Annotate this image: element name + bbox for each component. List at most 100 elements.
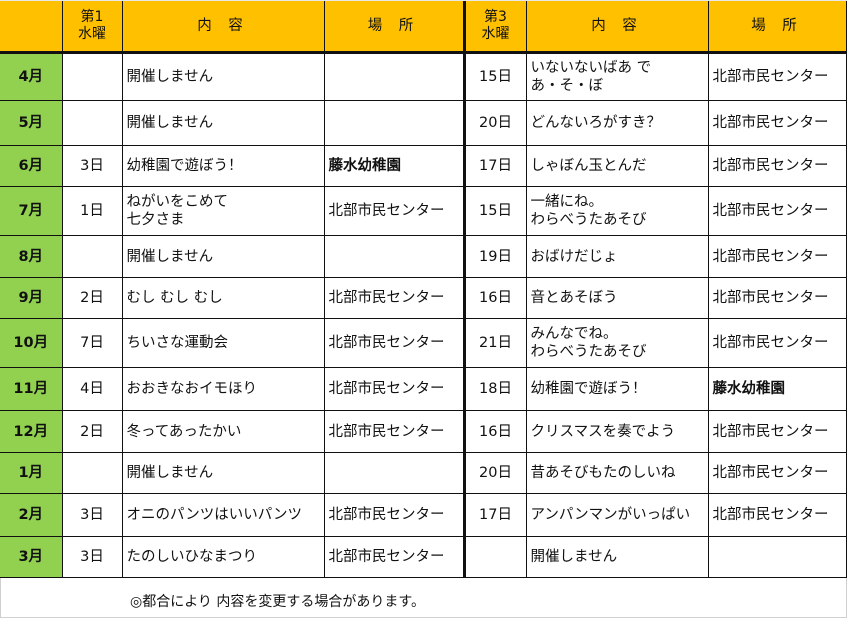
third-wednesday-place: 北部市民センター <box>707 145 847 187</box>
first-wednesday-place <box>323 452 466 494</box>
third-wednesday-content: 一緒にね。 わらべうたあそび <box>525 186 709 236</box>
first-wednesday-date <box>61 452 123 494</box>
month-cell: 7月 <box>0 186 63 236</box>
month-cell: 6月 <box>0 145 63 187</box>
third-wednesday-date: 19日 <box>463 235 527 278</box>
header-first-wednesday: 第1 水曜 <box>61 1 123 54</box>
first-wednesday-place <box>323 100 466 146</box>
table-row: 6月 3日 幼稚園で遊ぼう！ 藤水幼稚園 17日 しゃぼん玉とんだ 北部市民センター <box>0 145 847 187</box>
first-wednesday-date: 7日 <box>61 318 123 368</box>
first-wednesday-date: 1日 <box>61 186 123 236</box>
first-wednesday-date: 3日 <box>61 145 123 187</box>
schedule-table: 第1 水曜 内 容 場 所 第3 水曜 内 容 場 所 4月 開催しません 15日い… <box>0 1 847 578</box>
first-wednesday-content: オニのパンツはいいパンツ <box>121 493 325 537</box>
month-cell: 2月 <box>0 493 63 537</box>
third-wednesday-place: 北部市民センター <box>707 186 847 236</box>
third-wednesday-content: クリスマスを奏でよう <box>525 410 709 453</box>
third-wednesday-place: 北部市民センター <box>707 235 847 278</box>
first-wednesday-date <box>61 100 123 146</box>
third-wednesday-content: おばけだじょ <box>525 235 709 278</box>
third-wednesday-place <box>707 536 847 578</box>
month-cell: 8月 <box>0 235 63 278</box>
first-wednesday-content: 開催しません <box>121 52 325 101</box>
third-wednesday-date: 17日 <box>463 145 527 187</box>
first-wednesday-place: 北部市民センター <box>323 186 466 236</box>
third-wednesday-place: 北部市民センター <box>707 52 847 101</box>
first-wednesday-place <box>323 52 466 101</box>
first-wednesday-date: 2日 <box>61 410 123 453</box>
first-wednesday-date: 4日 <box>61 367 123 411</box>
first-wednesday-place: 北部市民センター <box>323 536 466 578</box>
first-wednesday-content: 開催しません <box>121 235 325 278</box>
third-wednesday-place: 北部市民センター <box>707 493 847 537</box>
first-wednesday-date <box>61 235 123 278</box>
third-wednesday-content: しゃぼん玉とんだ <box>525 145 709 187</box>
table-row: 8月 開催しません 19日 おばけだじょ 北部市民センター <box>0 235 847 278</box>
header-place-3: 場 所 <box>707 1 847 54</box>
third-wednesday-place: 北部市民センター <box>707 277 847 319</box>
month-cell: 12月 <box>0 410 63 453</box>
month-cell: 1月 <box>0 452 63 494</box>
table-row: 3月 3日 たのしいひなまつり 北部市民センター 開催しません <box>0 536 847 578</box>
first-wednesday-content: 幼稚園で遊ぼう！ <box>121 145 325 187</box>
first-wednesday-date: 3日 <box>61 536 123 578</box>
footnote: ◎都合により 内容を変更する場合があります。 <box>130 594 425 610</box>
third-wednesday-date: 16日 <box>463 410 527 453</box>
third-wednesday-content: アンパンマンがいっぱい <box>525 493 709 537</box>
first-wednesday-content: ちいさな運動会 <box>121 318 325 368</box>
third-wednesday-place: 藤水幼稚園 <box>707 367 847 411</box>
month-cell: 4月 <box>0 52 63 101</box>
first-wednesday-place: 北部市民センター <box>323 367 466 411</box>
header-content-3: 内 容 <box>525 1 709 54</box>
third-wednesday-content: 幼稚園で遊ぼう！ <box>525 367 709 411</box>
first-wednesday-content: ねがいをこめて 七夕さま <box>121 186 325 236</box>
table-row: 5月 開催しません 20日 どんないろがすき？ 北部市民センター <box>0 100 847 146</box>
first-wednesday-content: 冬ってあったかい <box>121 410 325 453</box>
third-wednesday-place: 北部市民センター <box>707 318 847 368</box>
third-wednesday-date: 16日 <box>463 277 527 319</box>
table-row: 11月 4日 おおきなおイモほり 北部市民センター 18日 幼稚園で遊ぼう！ 藤水幼稚園 <box>0 367 847 411</box>
third-wednesday-place: 北部市民センター <box>707 452 847 494</box>
table-row: 12月 2日 冬ってあったかい 北部市民センター 16日 クリスマスを奏でよう 北部市民セン… <box>0 410 847 453</box>
third-wednesday-content: みんなでね。 わらべうたあそび <box>525 318 709 368</box>
third-wednesday-content: 昔あそびもたのしいね <box>525 452 709 494</box>
third-wednesday-content: いないないばあ で あ・そ・ぼ <box>525 52 709 101</box>
first-wednesday-date <box>61 52 123 101</box>
third-wednesday-date: 15日 <box>463 52 527 101</box>
third-wednesday-date: 17日 <box>463 493 527 537</box>
month-cell: 9月 <box>0 277 63 319</box>
third-wednesday-content: 音とあそぼう <box>525 277 709 319</box>
month-cell: 3月 <box>0 536 63 578</box>
first-wednesday-place: 北部市民センター <box>323 318 466 368</box>
third-wednesday-content: 開催しません <box>525 536 709 578</box>
table-row: 4月 開催しません 15日 いないないばあ で あ・そ・ぼ 北部市民センター <box>0 52 847 101</box>
third-wednesday-date <box>463 536 527 578</box>
third-wednesday-content: どんないろがすき？ <box>525 100 709 146</box>
first-wednesday-place: 北部市民センター <box>323 277 466 319</box>
third-wednesday-date: 20日 <box>463 100 527 146</box>
first-wednesday-place <box>323 235 466 278</box>
header-place-1: 場 所 <box>323 1 466 54</box>
month-cell: 11月 <box>0 367 63 411</box>
third-wednesday-date: 21日 <box>463 318 527 368</box>
header-row: 第1 水曜 内 容 場 所 第3 水曜 内 容 場 所 <box>0 1 847 54</box>
first-wednesday-date: 3日 <box>61 493 123 537</box>
first-wednesday-content: おおきなおイモほり <box>121 367 325 411</box>
third-wednesday-place: 北部市民センター <box>707 410 847 453</box>
first-wednesday-content: 開催しません <box>121 100 325 146</box>
first-wednesday-place: 藤水幼稚園 <box>323 145 466 187</box>
month-cell: 5月 <box>0 100 63 146</box>
month-cell: 10月 <box>0 318 63 368</box>
first-wednesday-content: むし むし むし <box>121 277 325 319</box>
table-row: 2月 3日 オニのパンツはいいパンツ 北部市民センター 17日 アンパンマンがいっぱい 北部… <box>0 493 847 537</box>
third-wednesday-date: 18日 <box>463 367 527 411</box>
header-content-1: 内 容 <box>121 1 325 54</box>
third-wednesday-place: 北部市民センター <box>707 100 847 146</box>
table-row: 9月 2日 むし むし むし 北部市民センター 16日 音とあそぼう 北部市民センター <box>0 277 847 319</box>
table-row: 10月 7日 ちいさな運動会 北部市民センター 21日 みんなでね。 わらべうたあそび 北部… <box>0 318 847 368</box>
third-wednesday-date: 15日 <box>463 186 527 236</box>
first-wednesday-place: 北部市民センター <box>323 410 466 453</box>
header-corner <box>0 1 63 54</box>
first-wednesday-content: たのしいひなまつり <box>121 536 325 578</box>
first-wednesday-place: 北部市民センター <box>323 493 466 537</box>
